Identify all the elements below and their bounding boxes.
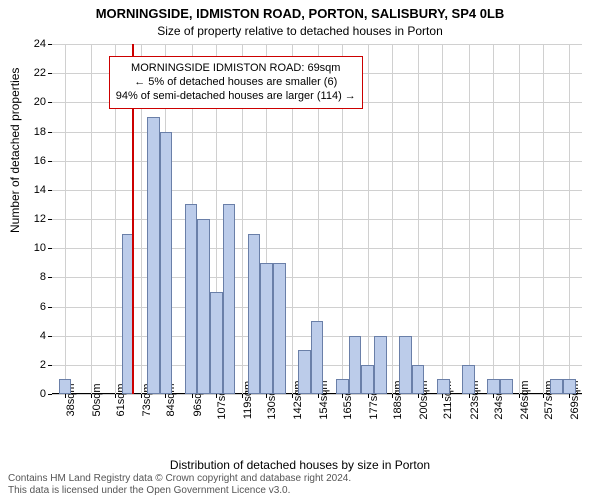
y-tick-label: 14 <box>34 184 46 196</box>
gridline-v <box>519 44 520 394</box>
y-tick-label: 0 <box>40 388 46 400</box>
gridline-v <box>91 44 92 394</box>
histogram-bar <box>437 379 450 394</box>
y-tick-label: 20 <box>34 96 46 108</box>
y-tick-mark <box>48 307 52 308</box>
y-tick-label: 2 <box>40 359 46 371</box>
histogram-bar <box>399 336 412 394</box>
annotation-box: MORNINGSIDE IDMISTON ROAD: 69sqm← 5% of … <box>109 56 363 109</box>
y-tick-mark <box>48 132 52 133</box>
y-tick-label: 6 <box>40 301 46 313</box>
y-tick-label: 22 <box>34 67 46 79</box>
histogram-bar <box>147 117 160 394</box>
histogram-bar <box>374 336 387 394</box>
histogram-bar <box>462 365 475 394</box>
histogram-plot: 02468101214161820222438sqm50sqm61sqm73sq… <box>52 44 582 394</box>
chart-title-subtitle: Size of property relative to detached ho… <box>0 24 600 38</box>
y-tick-label: 18 <box>34 126 46 138</box>
histogram-bar <box>59 379 72 394</box>
gridline-v <box>418 44 419 394</box>
histogram-bar <box>563 379 576 394</box>
x-tick-label: 50sqm <box>91 383 103 416</box>
gridline-v <box>569 44 570 394</box>
y-tick-label: 12 <box>34 213 46 225</box>
gridline-v <box>392 44 393 394</box>
histogram-bar <box>160 132 173 395</box>
y-tick-mark <box>48 336 52 337</box>
y-tick-label: 4 <box>40 330 46 342</box>
histogram-bar <box>412 365 425 394</box>
annotation-line: ← 5% of detached houses are smaller (6) <box>116 75 356 89</box>
y-tick-mark <box>48 102 52 103</box>
histogram-bar <box>500 379 513 394</box>
histogram-bar <box>550 379 563 394</box>
y-tick-mark <box>48 44 52 45</box>
y-tick-mark <box>48 277 52 278</box>
y-tick-label: 10 <box>34 242 46 254</box>
y-tick-label: 8 <box>40 271 46 283</box>
annotation-line: MORNINGSIDE IDMISTON ROAD: 69sqm <box>116 61 356 75</box>
y-axis-label: Number of detached properties <box>8 68 22 233</box>
y-tick-mark <box>48 248 52 249</box>
histogram-bar <box>185 204 198 394</box>
y-tick-mark <box>48 73 52 74</box>
histogram-bar <box>349 336 362 394</box>
y-tick-mark <box>48 219 52 220</box>
histogram-bar <box>273 263 286 394</box>
gridline-v <box>65 44 66 394</box>
histogram-bar <box>487 379 500 394</box>
gridline-v <box>368 44 369 394</box>
histogram-bar <box>197 219 210 394</box>
y-tick-label: 16 <box>34 155 46 167</box>
x-axis-label: Distribution of detached houses by size … <box>0 458 600 472</box>
annotation-line: 94% of semi-detached houses are larger (… <box>116 89 356 103</box>
y-tick-mark <box>48 365 52 366</box>
histogram-bar <box>311 321 324 394</box>
y-tick-mark <box>48 190 52 191</box>
y-tick-mark <box>48 161 52 162</box>
gridline-v <box>469 44 470 394</box>
chart-title-address: MORNINGSIDE, IDMISTON ROAD, PORTON, SALI… <box>0 6 600 21</box>
gridline-v <box>493 44 494 394</box>
gridline-v <box>543 44 544 394</box>
gridline-v <box>442 44 443 394</box>
footer-line-2: This data is licensed under the Open Gov… <box>8 485 351 497</box>
histogram-bar <box>248 234 261 394</box>
histogram-bar <box>223 204 236 394</box>
histogram-bar <box>298 350 311 394</box>
attribution-footer: Contains HM Land Registry data © Crown c… <box>8 473 351 497</box>
y-tick-mark <box>48 394 52 395</box>
x-tick-label: 246sqm <box>519 380 531 419</box>
histogram-bar <box>336 379 349 394</box>
y-tick-label: 24 <box>34 38 46 50</box>
histogram-bar <box>210 292 223 394</box>
histogram-bar <box>260 263 273 394</box>
histogram-bar <box>361 365 374 394</box>
footer-line-1: Contains HM Land Registry data © Crown c… <box>8 473 351 485</box>
